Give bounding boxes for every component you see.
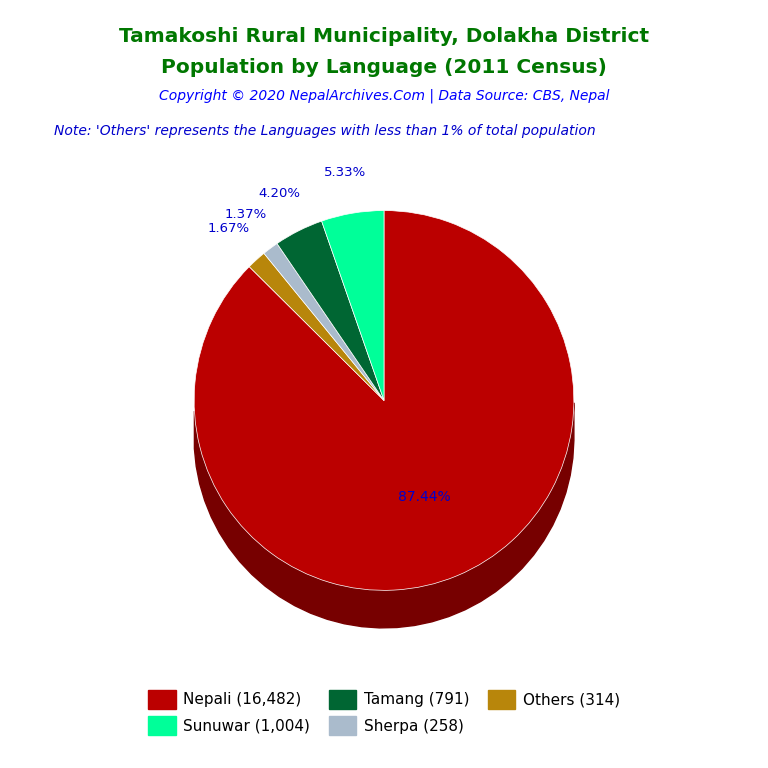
Text: Copyright © 2020 NepalArchives.Com | Data Source: CBS, Nepal: Copyright © 2020 NepalArchives.Com | Dat… (159, 88, 609, 103)
Legend: Nepali (16,482), Sunuwar (1,004), Tamang (791), Sherpa (258), Others (314): Nepali (16,482), Sunuwar (1,004), Tamang… (142, 684, 626, 741)
Wedge shape (322, 210, 384, 400)
Text: Tamakoshi Rural Municipality, Dolakha District: Tamakoshi Rural Municipality, Dolakha Di… (119, 27, 649, 46)
Wedge shape (194, 210, 574, 591)
Text: 4.20%: 4.20% (259, 187, 301, 200)
Polygon shape (194, 402, 574, 628)
Wedge shape (250, 253, 384, 400)
Text: Note: 'Others' represents the Languages with less than 1% of total population: Note: 'Others' represents the Languages … (54, 124, 595, 138)
Wedge shape (264, 243, 384, 400)
Text: 1.67%: 1.67% (207, 223, 250, 235)
Text: 5.33%: 5.33% (324, 166, 366, 178)
Wedge shape (277, 221, 384, 400)
Text: 87.44%: 87.44% (398, 490, 451, 504)
Text: Population by Language (2011 Census): Population by Language (2011 Census) (161, 58, 607, 77)
Text: 1.37%: 1.37% (224, 208, 266, 221)
